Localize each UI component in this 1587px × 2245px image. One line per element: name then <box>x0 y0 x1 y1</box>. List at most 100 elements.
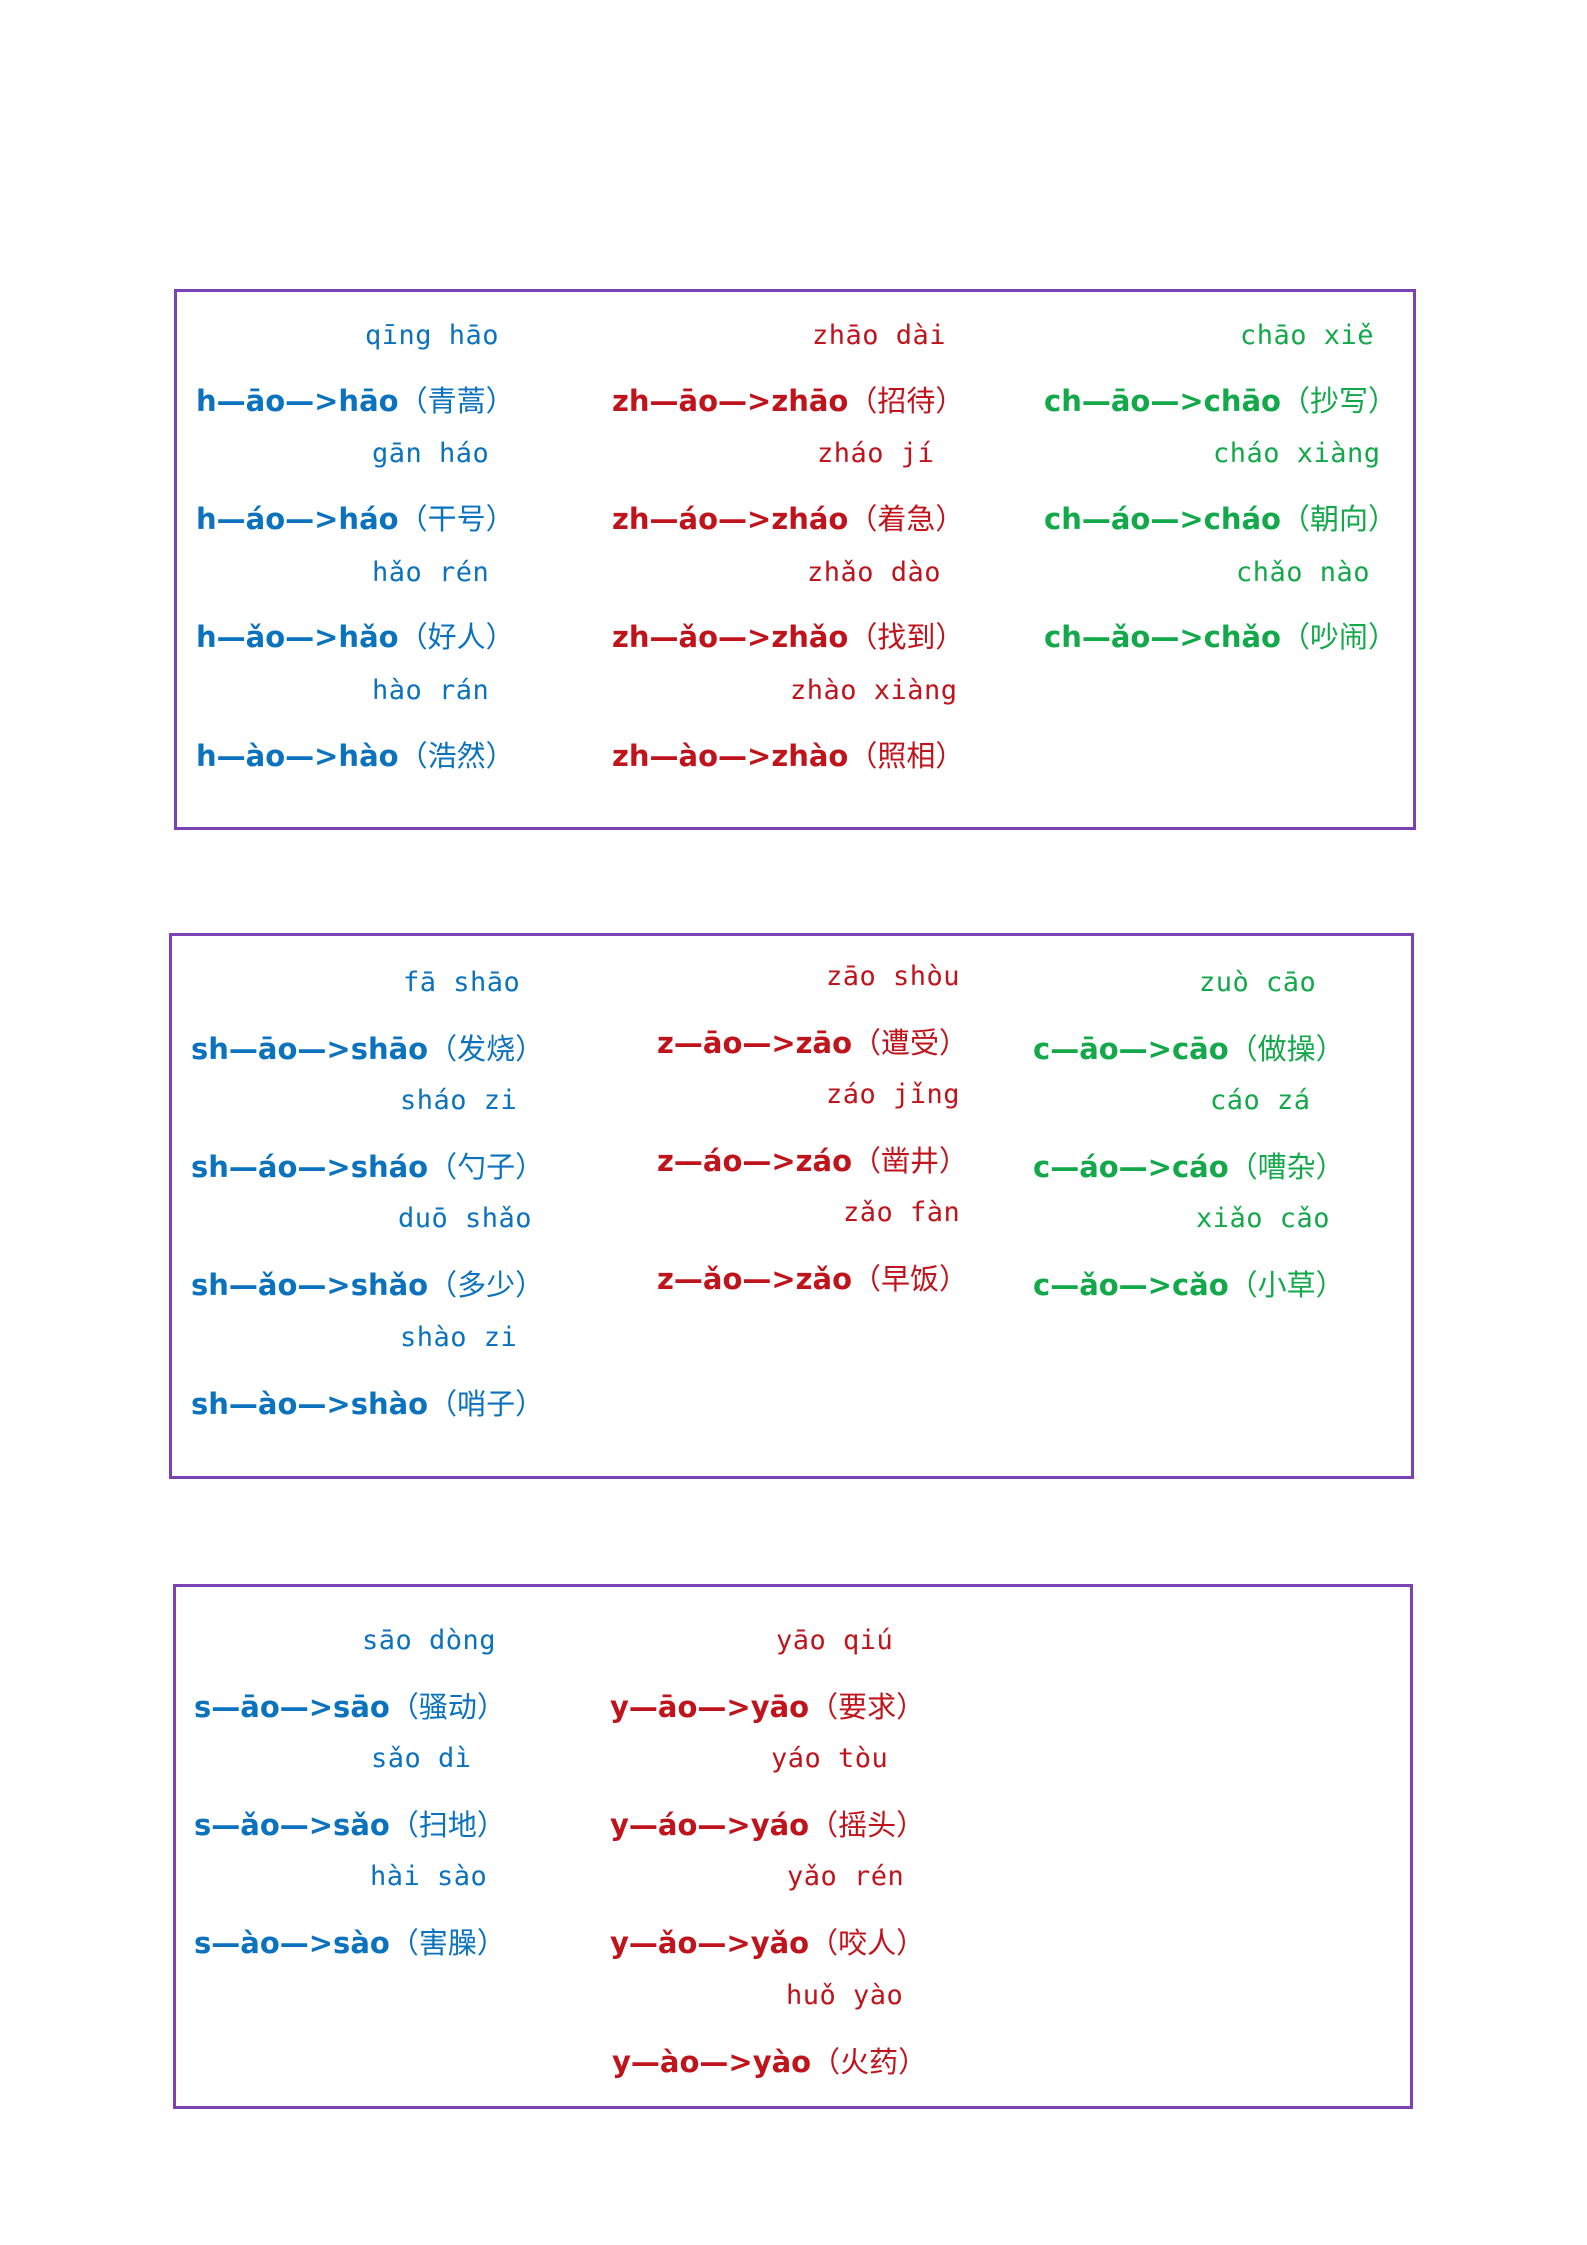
example-word: （遭受） <box>852 1026 969 1060</box>
pinyin-label: zháo jí <box>817 438 935 469</box>
spelling-rule: sh—áo—>sháo（勺子） <box>191 1144 544 1186</box>
rule-text: y—ào—>yào <box>612 2045 812 2079</box>
example-word: （要求） <box>809 1690 926 1724</box>
example-word: （干号） <box>398 502 515 536</box>
rule-text: sh—āo—>shāo <box>191 1032 429 1066</box>
pinyin-box-2 <box>169 933 1414 1479</box>
spelling-rule: h—áo—>háo（干号） <box>196 496 515 538</box>
pinyin-label: yāo qiú <box>776 1625 894 1656</box>
spelling-rule: zh—āo—>zhāo（招待） <box>612 378 964 420</box>
rule-text: h—āo—>hāo <box>196 384 399 418</box>
rule-text: zh—ǎo—>zhǎo <box>612 620 849 654</box>
spelling-rule: c—ǎo—>cǎo（小草） <box>1033 1262 1345 1304</box>
rule-text: ch—ǎo—>chǎo <box>1044 620 1281 654</box>
pinyin-label: hǎo rén <box>372 557 490 588</box>
rule-text: h—ào—>hào <box>196 739 399 773</box>
spelling-rule: y—ǎo—>yǎo（咬人） <box>610 1920 925 1962</box>
example-word: （勺子） <box>428 1150 545 1184</box>
rule-text: h—ǎo—>hǎo <box>196 620 399 654</box>
rule-text: zh—ào—>zhào <box>612 739 849 773</box>
pinyin-label: yáo tòu <box>771 1743 889 1774</box>
example-word: （凿井） <box>852 1144 969 1178</box>
pinyin-label: chǎo nào <box>1236 557 1371 588</box>
rule-text: h—áo—>háo <box>196 502 399 536</box>
spelling-rule: sh—ǎo—>shǎo（多少） <box>191 1262 544 1304</box>
rule-text: y—ǎo—>yǎo <box>610 1926 810 1960</box>
pinyin-label: qīng hāo <box>365 320 500 351</box>
pinyin-label: fā shāo <box>403 967 521 998</box>
example-word: （招待） <box>848 384 965 418</box>
pinyin-label: zhǎo dào <box>807 557 942 588</box>
example-word: （咬人） <box>809 1926 926 1960</box>
rule-text: c—ǎo—>cǎo <box>1033 1268 1229 1302</box>
example-word: （火药） <box>811 2045 928 2079</box>
rule-text: c—áo—>cáo <box>1033 1150 1229 1184</box>
spelling-rule: y—ào—>yào（火药） <box>612 2039 927 2081</box>
spelling-rule: z—āo—>zāo（遭受） <box>657 1020 968 1062</box>
spelling-rule: ch—ǎo—>chǎo（吵闹） <box>1044 614 1397 656</box>
spelling-rule: s—ào—>sào（害臊） <box>194 1920 506 1962</box>
example-word: （发烧） <box>428 1032 545 1066</box>
rule-text: sh—ǎo—>shǎo <box>191 1268 429 1302</box>
spelling-rule: ch—āo—>chāo（抄写） <box>1044 378 1397 420</box>
example-word: （找到） <box>848 620 965 654</box>
spelling-rule: z—áo—>záo（凿井） <box>657 1138 968 1180</box>
rule-text: zh—āo—>zhāo <box>612 384 849 418</box>
pinyin-label: zhāo dài <box>812 320 947 351</box>
example-word: （做操） <box>1228 1032 1345 1066</box>
example-word: （浩然） <box>398 739 515 773</box>
spelling-rule: c—áo—>cáo（嘈杂） <box>1033 1144 1345 1186</box>
example-word: （嘈杂） <box>1228 1150 1345 1184</box>
pinyin-label: gān háo <box>372 438 490 469</box>
pinyin-box-1 <box>174 289 1416 830</box>
pinyin-label: zǎo fàn <box>843 1197 961 1228</box>
pinyin-label: xiǎo cǎo <box>1196 1203 1331 1234</box>
example-word: （害臊） <box>389 1926 506 1960</box>
rule-text: s—ào—>sào <box>194 1926 390 1960</box>
spelling-rule: zh—áo—>zháo（着急） <box>612 496 964 538</box>
spelling-rule: z—ǎo—>zǎo（早饭） <box>657 1256 968 1298</box>
spelling-rule: zh—ào—>zhào（照相） <box>612 733 964 775</box>
spelling-rule: c—āo—>cāo（做操） <box>1033 1026 1345 1068</box>
spelling-rule: h—ào—>hào（浩然） <box>196 733 515 775</box>
example-word: （青蒿） <box>398 384 515 418</box>
rule-text: y—áo—>yáo <box>610 1808 810 1842</box>
pinyin-label: shào zi <box>400 1322 518 1353</box>
rule-text: ch—áo—>cháo <box>1044 502 1281 536</box>
rule-text: y—āo—>yāo <box>610 1690 810 1724</box>
rule-text: sh—ào—>shào <box>191 1387 429 1421</box>
example-word: （摇头） <box>809 1808 926 1842</box>
pinyin-label: huǒ yào <box>786 1980 904 2011</box>
rule-text: z—áo—>záo <box>657 1144 853 1178</box>
spelling-rule: h—ǎo—>hǎo（好人） <box>196 614 515 656</box>
spelling-rule: zh—ǎo—>zhǎo（找到） <box>612 614 964 656</box>
example-word: （多少） <box>428 1268 545 1302</box>
example-word: （吵闹） <box>1280 620 1397 654</box>
spelling-rule: s—āo—>sāo（骚动） <box>194 1684 506 1726</box>
example-word: （早饭） <box>852 1262 969 1296</box>
spelling-rule: y—āo—>yāo（要求） <box>610 1684 925 1726</box>
pinyin-label: hài sào <box>370 1861 488 1892</box>
rule-text: z—ǎo—>zǎo <box>657 1262 853 1296</box>
example-word: （抄写） <box>1280 384 1397 418</box>
pinyin-label: duō shǎo <box>398 1203 533 1234</box>
example-word: （照相） <box>848 739 965 773</box>
spelling-rule: sh—āo—>shāo（发烧） <box>191 1026 544 1068</box>
pinyin-label: záo jǐng <box>826 1079 961 1110</box>
example-word: （朝向） <box>1280 502 1397 536</box>
pinyin-label: yǎo rén <box>787 1861 905 1892</box>
pinyin-label: cáo zá <box>1210 1085 1311 1116</box>
rule-text: s—ǎo—>sǎo <box>194 1808 390 1842</box>
pinyin-label: chāo xiě <box>1240 320 1375 351</box>
spelling-rule: y—áo—>yáo（摇头） <box>610 1802 925 1844</box>
example-word: （哨子） <box>428 1387 545 1421</box>
pinyin-label: cháo xiàng <box>1213 438 1381 469</box>
pinyin-label: sāo dòng <box>362 1625 497 1656</box>
spelling-rule: ch—áo—>cháo（朝向） <box>1044 496 1397 538</box>
pinyin-label: zuò cāo <box>1199 967 1317 998</box>
rule-text: zh—áo—>zháo <box>612 502 849 536</box>
pinyin-label: zāo shòu <box>826 961 961 992</box>
example-word: （扫地） <box>389 1808 506 1842</box>
rule-text: sh—áo—>sháo <box>191 1150 429 1184</box>
rule-text: c—āo—>cāo <box>1033 1032 1229 1066</box>
